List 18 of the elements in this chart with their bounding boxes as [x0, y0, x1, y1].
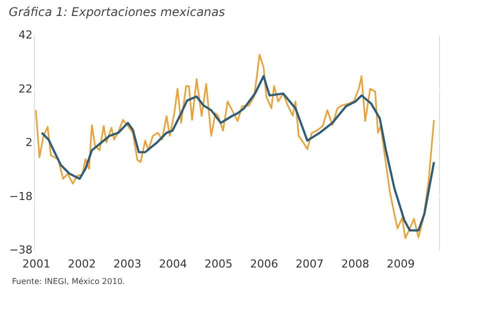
source-note: Fuente: INEGI, México 2010. [12, 277, 125, 286]
x-tick-label: 2006 [250, 258, 278, 270]
y-tick-label: 2 [26, 136, 32, 149]
y-tick-label: 22 [18, 82, 32, 96]
x-tick-label: 2008 [341, 258, 370, 270]
x-tick-label: 2003 [113, 258, 142, 270]
chart-title: Gráfica 1: Exportaciones mexicanas [8, 5, 226, 19]
y-tick-label: −18 [9, 190, 32, 203]
y-tick-label: 42 [18, 28, 32, 42]
x-tick-label: 2005 [204, 258, 233, 270]
x-tick-label: 2007 [296, 258, 324, 270]
x-tick-label: 2001 [22, 258, 50, 270]
line-series [35, 54, 435, 239]
x-tick-label: 2004 [158, 258, 187, 270]
y-tick-label: −38 [9, 244, 32, 256]
line-series [40, 75, 436, 232]
x-tick-label: 2002 [68, 258, 96, 270]
x-tick-label: 2009 [386, 258, 415, 270]
